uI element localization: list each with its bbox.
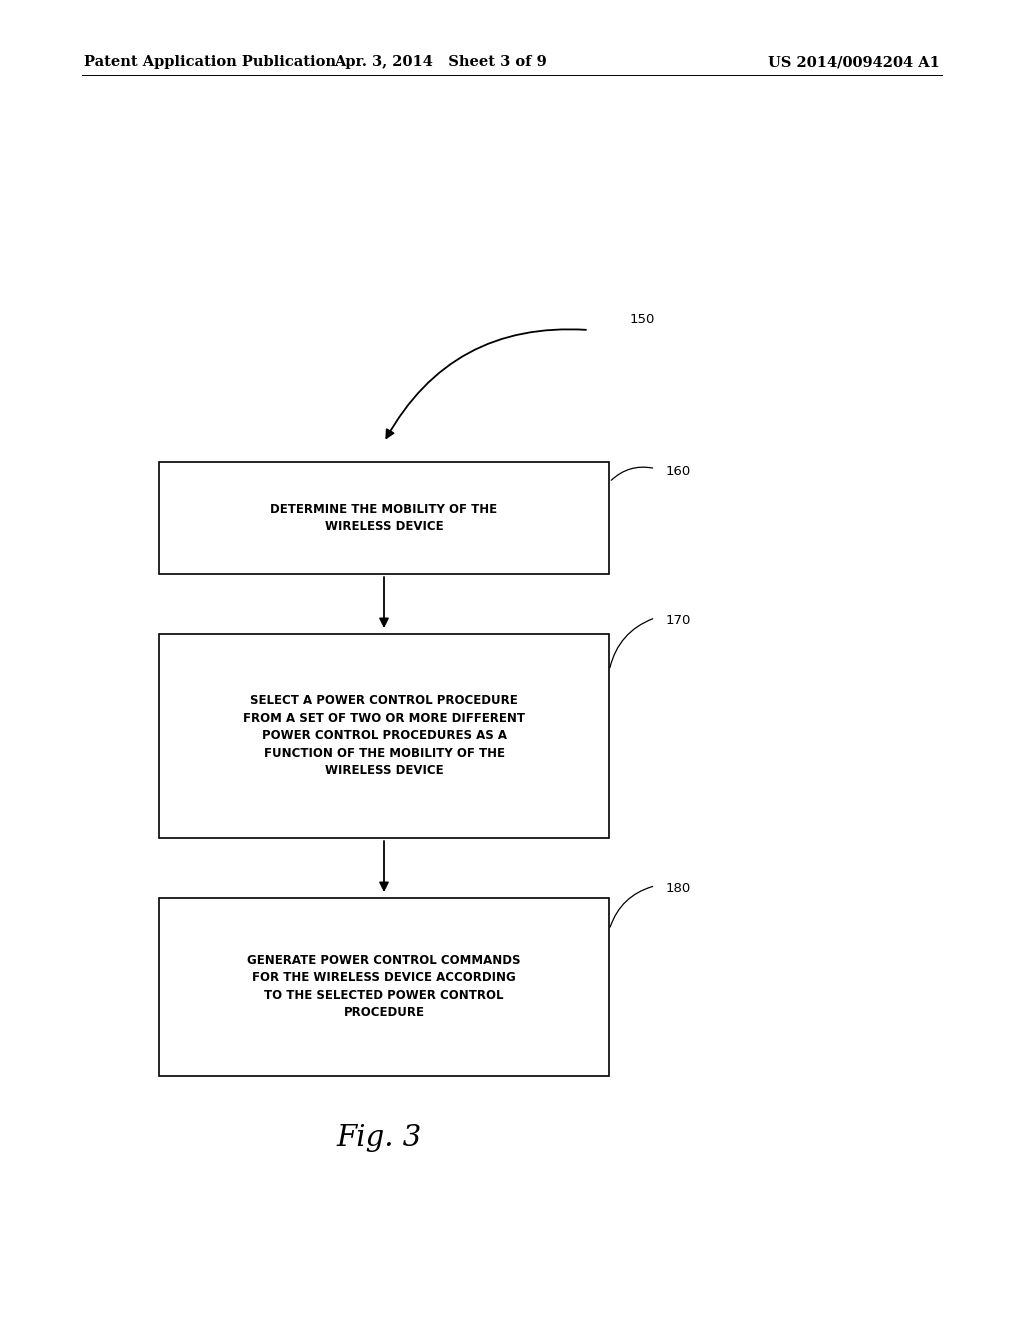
FancyBboxPatch shape xyxy=(159,462,609,574)
Text: Patent Application Publication: Patent Application Publication xyxy=(84,55,336,70)
FancyArrowPatch shape xyxy=(386,329,586,438)
Text: DETERMINE THE MOBILITY OF THE
WIRELESS DEVICE: DETERMINE THE MOBILITY OF THE WIRELESS D… xyxy=(270,503,498,533)
FancyBboxPatch shape xyxy=(159,898,609,1076)
Text: Fig. 3: Fig. 3 xyxy=(336,1123,422,1152)
Text: 160: 160 xyxy=(666,465,691,478)
Text: SELECT A POWER CONTROL PROCEDURE
FROM A SET OF TWO OR MORE DIFFERENT
POWER CONTR: SELECT A POWER CONTROL PROCEDURE FROM A … xyxy=(243,694,525,777)
Text: Apr. 3, 2014   Sheet 3 of 9: Apr. 3, 2014 Sheet 3 of 9 xyxy=(334,55,547,70)
Text: US 2014/0094204 A1: US 2014/0094204 A1 xyxy=(768,55,940,70)
FancyBboxPatch shape xyxy=(159,634,609,838)
Text: 150: 150 xyxy=(630,313,655,326)
FancyArrowPatch shape xyxy=(610,619,652,668)
Text: 170: 170 xyxy=(666,614,691,627)
FancyArrowPatch shape xyxy=(611,467,652,480)
Text: GENERATE POWER CONTROL COMMANDS
FOR THE WIRELESS DEVICE ACCORDING
TO THE SELECTE: GENERATE POWER CONTROL COMMANDS FOR THE … xyxy=(247,954,521,1019)
FancyArrowPatch shape xyxy=(610,887,652,927)
Text: 180: 180 xyxy=(666,882,691,895)
